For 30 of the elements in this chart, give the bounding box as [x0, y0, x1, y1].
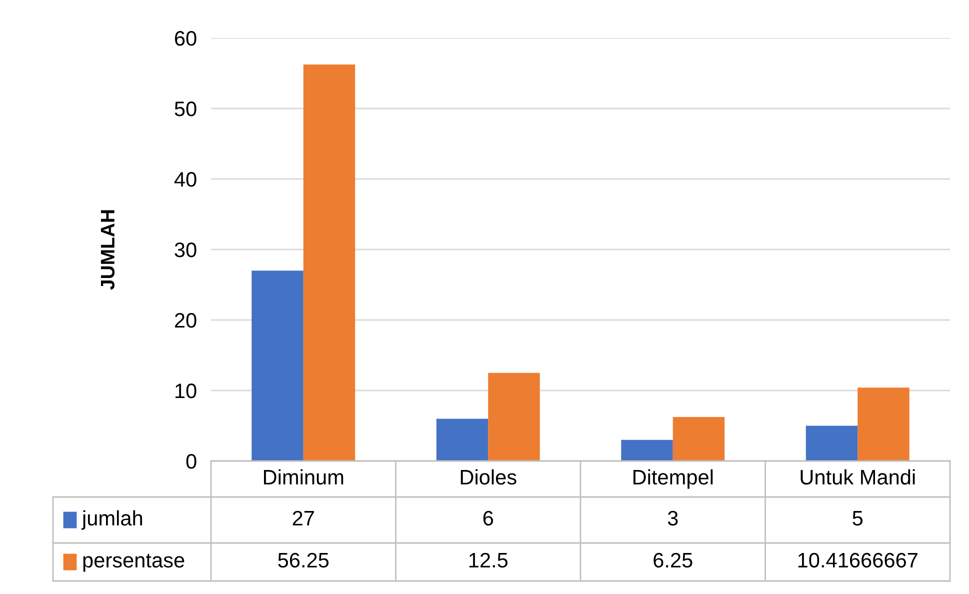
- bar: [252, 270, 304, 461]
- legend-label: jumlah: [81, 510, 142, 530]
- data-label: 3: [668, 510, 678, 526]
- bar: [436, 418, 488, 461]
- data-label: 12.5: [469, 552, 508, 568]
- data-label: 6: [483, 510, 494, 526]
- bar: [672, 416, 725, 461]
- x-tick-label: Untuk Mandi: [800, 469, 915, 485]
- bar: [806, 426, 858, 461]
- y-tick-label: 50: [174, 102, 196, 116]
- bar: [488, 372, 540, 461]
- data-label: 6.25: [654, 552, 692, 568]
- bar: [303, 64, 356, 461]
- data-label: 5: [852, 511, 863, 526]
- y-axis-title: JUMLAH: [100, 210, 115, 290]
- x-tick-label: Dioles: [460, 469, 516, 485]
- y-tick-label: 30: [174, 242, 196, 258]
- y-tick-label: 0: [186, 454, 196, 469]
- y-tick-label: 60: [175, 31, 196, 46]
- y-tick-label: 20: [174, 313, 196, 328]
- y-tick-label: 10: [176, 384, 196, 398]
- x-tick-label: Ditempel: [633, 469, 713, 489]
- bar: [621, 440, 673, 461]
- legend-label: persentase: [83, 554, 184, 572]
- data-label: 10.41666667: [798, 552, 918, 568]
- x-tick-label: Diminum: [264, 469, 344, 485]
- y-tick-label: 40: [174, 172, 196, 187]
- bar: [858, 388, 910, 461]
- data-label: 56.25: [278, 552, 329, 568]
- data-label: 27: [292, 510, 314, 526]
